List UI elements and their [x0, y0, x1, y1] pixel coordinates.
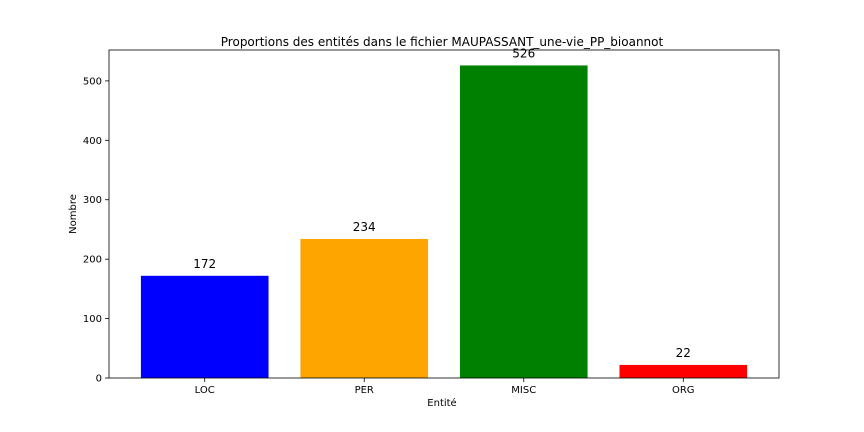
x-tick-label-per: PER	[355, 385, 374, 396]
y-tick-label-400: 400	[83, 136, 102, 147]
data-label-per: 234	[353, 220, 376, 234]
data-label-org: 22	[676, 346, 691, 360]
y-tick-label-0: 0	[96, 374, 102, 385]
chart-title: Proportions des entités dans le fichier …	[221, 35, 664, 49]
x-tick-label-org: ORG	[672, 385, 695, 396]
bar-misc	[459, 65, 588, 378]
x-axis-label: Entité	[427, 397, 456, 409]
y-tick-label-500: 500	[83, 76, 102, 87]
y-tick-label-300: 300	[83, 195, 102, 206]
y-tick-label-200: 200	[83, 255, 102, 266]
x-tick-label-misc: MISC	[511, 385, 536, 396]
data-label-misc: 526	[512, 46, 535, 60]
bar-org	[619, 364, 748, 378]
plot-area: 172 LOC 234 PER 526 MISC 22 ORG 0 100 200 300 400 500	[83, 46, 748, 396]
plot-frame	[108, 49, 780, 379]
y-tick-label-100: 100	[83, 314, 102, 325]
bar-per	[300, 238, 429, 378]
bar-loc	[140, 275, 269, 378]
x-tick-label-loc: LOC	[195, 385, 215, 396]
y-axis-label: Nombre	[68, 194, 79, 234]
data-label-loc: 172	[193, 257, 216, 271]
